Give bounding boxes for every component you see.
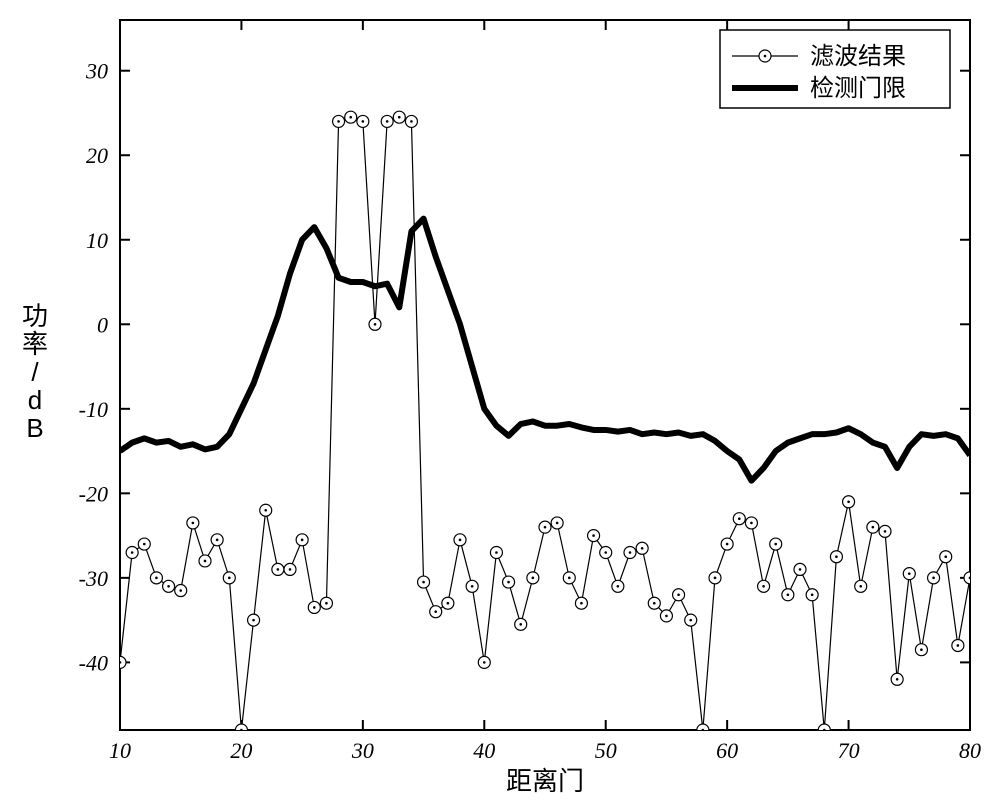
series-filtered-marker-dot [835,555,838,558]
series-filtered-marker-dot [847,500,850,503]
series-filtered-marker-dot [908,572,911,575]
series-filtered-marker-dot [507,581,510,584]
series-filtered-marker-dot [944,555,947,558]
series-filtered-marker-dot [641,547,644,550]
y-tick-label: -40 [79,650,108,675]
series-filtered-marker-dot [957,644,960,647]
series-filtered-marker-dot [374,323,377,326]
series-filtered-marker-dot [532,577,535,580]
series-filtered-marker-dot [313,606,316,609]
x-tick-label: 10 [109,738,131,763]
series-filtered-marker-dot [519,623,522,626]
chart-container: 10 20 30 40 50 60 70 80 -40 -30 -20 -10 0 10 20 30 距离门 功率… [0,0,1000,805]
series-filtered-marker-dot [337,120,340,123]
series-filtered-marker-dot [447,602,450,605]
series-filtered-marker-dot [459,539,462,542]
series-threshold-line [120,219,970,481]
x-axis-title: 距离门 [506,766,584,796]
series-filtered-marker-dot [556,522,559,525]
series-filtered-marker-dot [617,585,620,588]
series-filtered-marker-dot [398,116,401,119]
series-filtered-marker-dot [750,522,753,525]
series-filtered-marker-dot [799,568,802,571]
y-tick-label: 0 [97,312,108,337]
series-filtered-marker-dot [228,577,231,580]
series-filtered-marker-dot [629,551,632,554]
series-filtered-marker-dot [349,116,352,119]
series-filtered-marker-dot [714,577,717,580]
series-filtered-marker-dot [167,585,170,588]
series-filtered-marker-dot [179,589,182,592]
series-filtered-marker-dot [434,610,437,613]
series-filtered-marker-dot [726,543,729,546]
series-filtered-marker-dot [872,526,875,529]
legend-sample-filtered-dot [764,55,767,58]
series-filtered-marker-dot [131,551,134,554]
series-filtered-marker-dot [495,551,498,554]
series-filtered-marker-dot [811,593,814,596]
series-filtered-marker-dot [762,585,765,588]
series-filtered-marker-dot [386,120,389,123]
y-tick-label: -10 [79,397,108,422]
series-filtered-marker-dot [738,517,741,520]
series-filtered-marker-dot [216,539,219,542]
x-tick-label: 40 [473,738,495,763]
y-axis-title-char: d [28,385,42,415]
x-tick-label: 80 [959,738,981,763]
series-filtered-marker-dot [143,543,146,546]
legend-label-threshold: 检测门限 [810,75,906,102]
series-filtered-marker-dot [677,593,680,596]
series-filtered-marker-dot [580,602,583,605]
series-filtered-marker-dot [325,602,328,605]
series-filtered-marker-dot [264,509,267,512]
series-filtered-marker-dot [277,568,280,571]
series-filtered-marker-dot [665,615,668,618]
x-tick-label: 70 [838,738,860,763]
series-filtered-marker-dot [787,593,790,596]
series-filtered-marker-dot [859,585,862,588]
series-filtered-marker-dot [362,120,365,123]
y-axis-title-char: 功 [22,301,48,331]
series-filtered-marker-dot [896,678,899,681]
series-filtered-marker-dot [932,577,935,580]
series-filtered-marker-dot [653,602,656,605]
series-filtered-marker-dot [689,619,692,622]
y-axis-title-char: / [31,357,39,387]
y-tick-label: -30 [79,566,108,591]
series-filtered-marker-dot [920,648,923,651]
legend-label-filtered: 滤波结果 [810,43,906,70]
series-filtered-marker-dot [252,619,255,622]
series-filtered-marker-dot [568,577,571,580]
series-filtered-marker-dot [592,534,595,537]
y-tick-label: 10 [86,228,108,253]
series-filtered-marker-dot [483,661,486,664]
y-axis-title: 功率/dB [22,301,48,443]
x-tick-label: 50 [595,738,617,763]
series-filtered-marker-dot [289,568,292,571]
series-filtered-marker-dot [155,577,158,580]
y-tick-label: -20 [79,481,108,506]
plot-border [120,20,970,730]
plot-area [114,111,976,736]
x-tick-label: 60 [716,738,738,763]
series-filtered-marker-dot [204,560,207,563]
series-filtered-marker-dot [604,551,607,554]
y-tick-label: 20 [86,143,108,168]
x-tick-label: 20 [230,738,252,763]
y-axis-title-char: B [26,413,43,443]
chart-svg: 10 20 30 40 50 60 70 80 -40 -30 -20 -10 0 10 20 30 距离门 功率… [0,0,1000,805]
series-filtered-marker-dot [301,539,304,542]
series-filtered-marker-dot [884,530,887,533]
series-filtered-marker-dot [410,120,413,123]
series-filtered-marker-dot [192,522,195,525]
series-filtered-marker-dot [422,581,425,584]
series-filtered-marker-dot [471,585,474,588]
y-tick-label: 30 [85,59,108,84]
y-axis-title-char: 率 [22,329,48,359]
series-filtered-marker-dot [544,526,547,529]
x-tick-label: 30 [351,738,374,763]
series-filtered-marker-dot [774,543,777,546]
